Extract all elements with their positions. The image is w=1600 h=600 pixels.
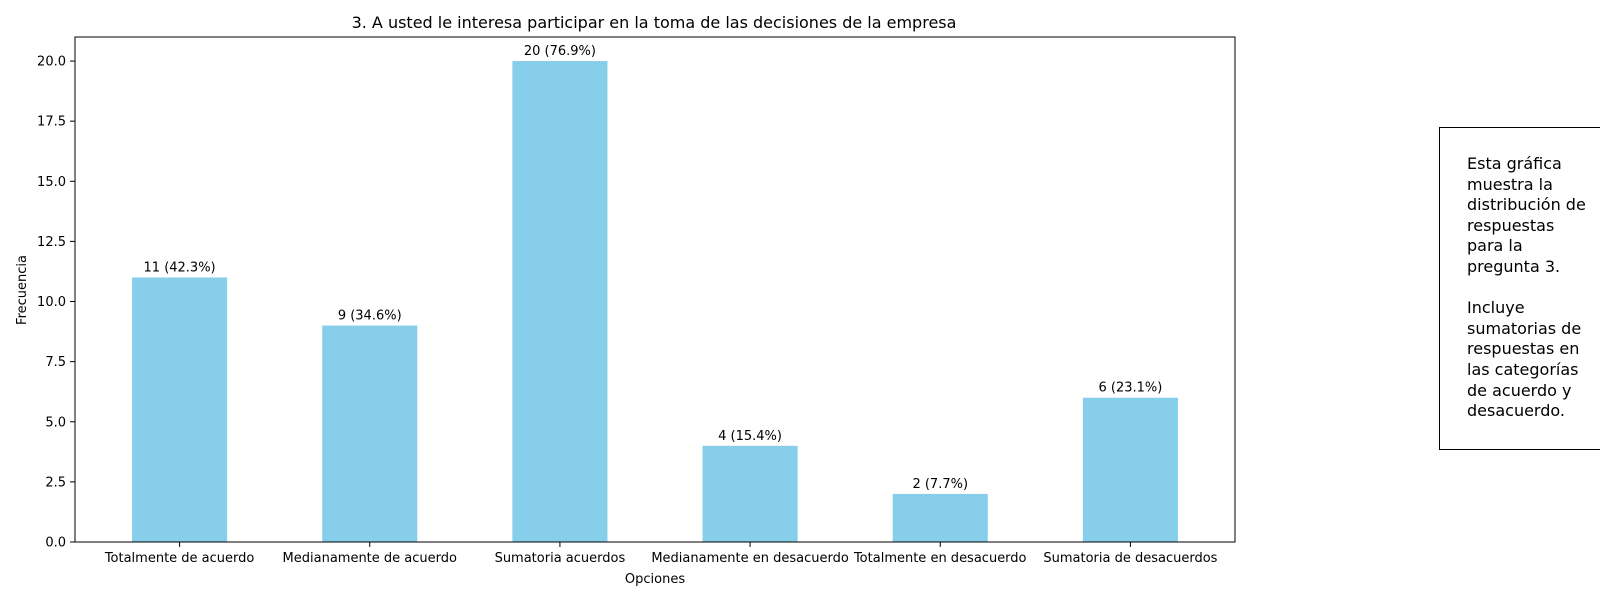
- y-tick-label-4: 10.0: [37, 295, 66, 310]
- chart-title: 3. A usted le interesa participar en la …: [352, 13, 957, 32]
- bar-2: [512, 61, 608, 543]
- bar-0: [132, 277, 228, 542]
- bar-value-label-1: 9 (34.6%): [338, 309, 402, 324]
- y-tick-label-2: 5.0: [45, 415, 66, 430]
- x-tick-label-5: Sumatoria de desacuerdos: [1043, 551, 1217, 566]
- y-axis: 0.0 2.5 5.0 7.5 10.0 12.5 15.0 17.5 20.0: [37, 55, 75, 551]
- y-tick-label-6: 15.0: [37, 175, 66, 190]
- y-tick-label-3: 7.5: [45, 355, 66, 370]
- bar-value-label-2: 20 (76.9%): [524, 44, 596, 59]
- x-tick-label-1: Medianamente de acuerdo: [283, 551, 457, 566]
- bar-5: [1082, 397, 1178, 542]
- bar-3: [702, 445, 798, 542]
- y-tick-label-0: 0.0: [45, 536, 66, 551]
- x-axis: Totalmente de acuerdo Medianamente de acu…: [104, 542, 1218, 566]
- y-tick-label-7: 17.5: [37, 115, 66, 130]
- bar-1: [322, 325, 418, 542]
- x-tick-label-3: Medianamente en desacuerdo: [651, 551, 848, 566]
- x-tick-label-2: Sumatoria acuerdos: [495, 551, 626, 566]
- y-tick-label-8: 20.0: [37, 55, 66, 70]
- y-tick-label-5: 12.5: [37, 235, 66, 250]
- bar-value-label-0: 11 (42.3%): [144, 260, 216, 275]
- bar-value-label-3: 4 (15.4%): [718, 429, 782, 444]
- bar-value-label-5: 6 (23.1%): [1098, 381, 1162, 396]
- x-tick-label-4: Totalmente en desacuerdo: [853, 551, 1027, 566]
- y-tick-label-1: 2.5: [45, 475, 66, 490]
- bar-value-label-4: 2 (7.7%): [912, 477, 968, 492]
- bars-group: [132, 61, 1178, 543]
- annotation-text: Esta gráfica muestra la distribución de …: [1467, 154, 1586, 421]
- x-tick-label-0: Totalmente de acuerdo: [104, 551, 255, 566]
- annotation-box: Esta gráfica muestra la distribución de …: [1439, 127, 1600, 450]
- plot-frame: [74, 36, 1236, 543]
- y-axis-label: Frecuencia: [15, 255, 30, 325]
- bar-labels-group: 11 (42.3%) 9 (34.6%) 20 (76.9%) 4 (15.4%) 2 …: [144, 44, 1163, 492]
- x-axis-label: Opciones: [625, 572, 685, 587]
- bar-4: [892, 493, 988, 542]
